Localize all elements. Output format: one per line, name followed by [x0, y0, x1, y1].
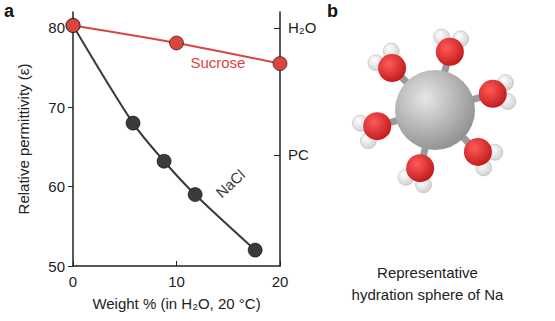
svg-text:0: 0 [69, 273, 77, 290]
svg-text:60: 60 [48, 178, 65, 195]
html-text:Representative: Representative [377, 264, 478, 281]
svg-text:H₂O: H₂O [288, 19, 316, 36]
svg-text:Sucrose: Sucrose [190, 54, 245, 71]
svg-text:Relative permittivity (ε): Relative permittivity (ε) [15, 64, 32, 215]
html-text:a: a [4, 1, 14, 21]
svg-text:NaCl: NaCl [212, 166, 248, 201]
svg-text:10: 10 [168, 273, 185, 290]
html-text:hydration sphere of Na: hydration sphere of Na [351, 286, 504, 303]
svg-text:20: 20 [272, 273, 289, 290]
svg-text:Weight % (in H₂O, 20 °C): Weight % (in H₂O, 20 °C) [92, 295, 260, 312]
svg-text:80: 80 [48, 19, 65, 36]
html-text:b: b [327, 1, 338, 21]
svg-text:PC: PC [288, 146, 309, 163]
svg-text:70: 70 [48, 99, 65, 116]
svg-text:50: 50 [48, 258, 65, 275]
